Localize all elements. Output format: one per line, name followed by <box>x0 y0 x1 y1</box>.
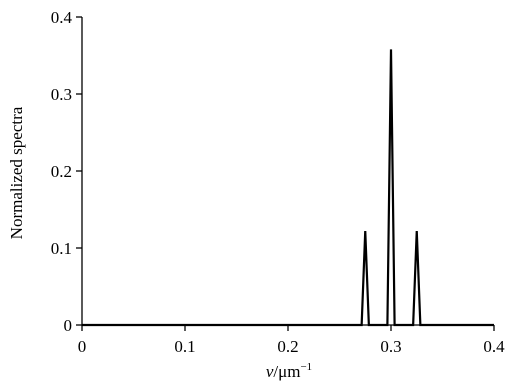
spectrum-series-line <box>82 49 494 327</box>
y-tick-label: 0 <box>64 316 73 335</box>
x-axis-title-var: v <box>266 362 274 381</box>
y-tick-label: 0.1 <box>51 239 72 258</box>
y-ticks: 0 0.1 0.2 0.3 0.4 <box>51 8 82 335</box>
x-ticks: 0 0.1 0.2 0.3 0.4 <box>78 325 505 356</box>
x-tick-label: 0.2 <box>277 337 298 356</box>
y-axis-title: Normalized spectra <box>7 106 26 239</box>
x-tick-label: 0 <box>78 337 87 356</box>
plot-area: 0 0.1 0.2 0.3 0.4 0 0.1 0.2 0.3 0.4 <box>51 8 505 356</box>
x-axis-title-exp: −1 <box>300 361 312 373</box>
y-tick-label: 0.4 <box>51 8 73 27</box>
x-axis-title: v/μm−1 <box>266 361 312 381</box>
series-layer <box>82 49 494 327</box>
x-tick-label: 0.1 <box>174 337 195 356</box>
y-tick-label: 0.2 <box>51 162 72 181</box>
x-tick-label: 0.4 <box>483 337 505 356</box>
x-axis-title-unit: /μm <box>273 362 300 381</box>
y-tick-label: 0.3 <box>51 85 72 104</box>
x-tick-label: 0.3 <box>380 337 401 356</box>
